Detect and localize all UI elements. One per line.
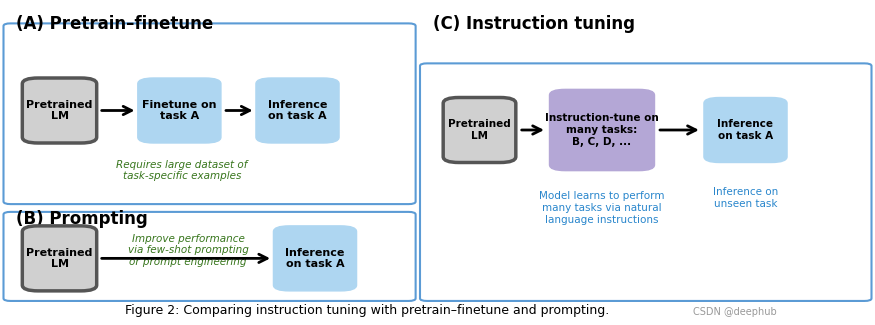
FancyBboxPatch shape [23,226,97,291]
FancyBboxPatch shape [23,78,97,143]
FancyBboxPatch shape [550,89,654,171]
Text: (C) Instruction tuning: (C) Instruction tuning [433,15,635,32]
FancyBboxPatch shape [444,98,516,162]
Text: Inference on
unseen task: Inference on unseen task [713,188,778,209]
Text: Pretrained
LM: Pretrained LM [26,248,93,269]
Text: Inference
on task A: Inference on task A [268,100,327,121]
FancyBboxPatch shape [704,98,788,162]
Text: Figure 2: Comparing instruction tuning with pretrain–finetune and prompting.: Figure 2: Comparing instruction tuning w… [125,304,610,317]
Text: Inference
on task A: Inference on task A [285,248,345,269]
Text: (A) Pretrain–finetune: (A) Pretrain–finetune [16,15,213,32]
FancyBboxPatch shape [256,78,340,143]
FancyBboxPatch shape [137,78,220,143]
Text: Instruction-tune on
many tasks:
B, C, D, ...: Instruction-tune on many tasks: B, C, D,… [545,113,659,147]
FancyBboxPatch shape [4,212,416,301]
FancyBboxPatch shape [420,63,872,301]
Text: (B) Prompting: (B) Prompting [16,210,148,227]
Text: Model learns to perform
many tasks via natural
language instructions: Model learns to perform many tasks via n… [539,191,665,225]
FancyBboxPatch shape [273,226,357,291]
Text: Inference
on task A: Inference on task A [718,119,774,141]
Text: Finetune on
task A: Finetune on task A [142,100,217,121]
Text: Pretrained
LM: Pretrained LM [26,100,93,121]
Text: Requires large dataset of
task-specific examples: Requires large dataset of task-specific … [116,160,248,181]
Text: Improve performance
via few-shot prompting
or prompt engineering: Improve performance via few-shot prompti… [128,234,248,267]
FancyBboxPatch shape [4,23,416,204]
Text: CSDN @deephub: CSDN @deephub [693,307,777,317]
Text: Pretrained
LM: Pretrained LM [448,119,511,141]
